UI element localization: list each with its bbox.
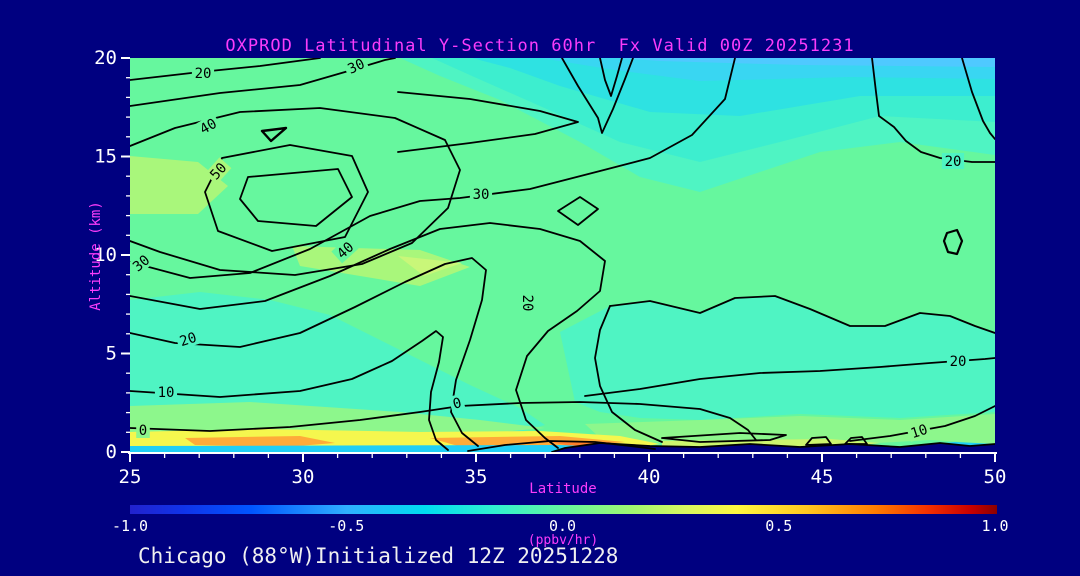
- contour-label-bg: [448, 393, 466, 413]
- contour-label-bg: [174, 327, 202, 351]
- colorbar-tick-label: -0.5: [328, 517, 364, 535]
- x-tick-label: 45: [811, 466, 834, 488]
- contour-label-text: 0: [139, 423, 147, 439]
- contour-label-text: 0: [451, 395, 463, 413]
- contour-label-text: 20: [178, 330, 199, 350]
- contour-label-bg: [204, 157, 232, 185]
- contour-label: 30: [342, 56, 370, 78]
- colorbar-tick-label: 0.5: [765, 517, 792, 535]
- contour-label: 10: [905, 419, 933, 443]
- contour-label: 20: [174, 327, 202, 351]
- contour-label: 30: [469, 186, 493, 203]
- y-axis-ticks: [121, 57, 130, 453]
- y-axis-tick-labels: 0 5 10 15 20: [94, 47, 117, 463]
- contour-label-text: 20: [950, 354, 967, 370]
- contour-label: 20: [946, 353, 970, 370]
- contour-label-bg: [191, 65, 215, 81]
- contour-label-text: 20: [195, 66, 212, 82]
- colorbar-tick-label: -1.0: [112, 517, 148, 535]
- contour-label: 0: [136, 422, 150, 439]
- x-tick-label: 35: [465, 466, 488, 488]
- contour-label-bg: [136, 422, 150, 438]
- contour-label: 20: [519, 291, 536, 315]
- x-tick-label: 40: [638, 466, 661, 488]
- x-axis-tick-labels: 25 30 35 40 45 50: [119, 466, 1007, 488]
- contour-label: 40: [194, 113, 222, 139]
- contour-label-text: 20: [945, 154, 962, 170]
- contour-label-text: 10: [158, 385, 175, 401]
- x-tick-label: 25: [119, 466, 142, 488]
- contour-label-text: 10: [909, 422, 930, 442]
- colorbar-units-label: (ppbv/hr): [527, 533, 599, 548]
- init-station-label: Chicago (88°W)Initialized 12Z 20251228: [138, 544, 619, 568]
- contour-label: 10: [154, 384, 178, 401]
- y-tick-label: 20: [94, 47, 117, 69]
- y-tick-label: 5: [106, 343, 117, 365]
- contour-label-text: 30: [345, 56, 367, 78]
- contour-label-text: 40: [197, 116, 220, 138]
- contour-label-bg: [905, 419, 933, 443]
- chart-title: OXPROD Latitudinal Y-Section 60hr Fx Val…: [225, 36, 855, 56]
- line-contours: [130, 58, 995, 452]
- colorbar-tick-labels: -1.0 -0.5 0.0 0.5 1.0: [112, 517, 1009, 535]
- y-axis-title: Altitude (km): [88, 201, 104, 311]
- contour-label-bg: [130, 249, 155, 277]
- contour-label-bg: [469, 186, 493, 202]
- colorbar-tick-label: 0.0: [549, 517, 576, 535]
- contour-label: 0: [448, 393, 466, 413]
- y-tick-label: 15: [94, 146, 117, 168]
- contour-label-text: 20: [519, 295, 535, 312]
- contour-label-bg: [154, 384, 178, 400]
- contour-label: 20: [191, 65, 215, 82]
- contour-label: 20: [941, 153, 965, 170]
- x-tick-label: 30: [292, 466, 315, 488]
- contour-label-bg: [941, 153, 965, 169]
- x-axis-ticks: [129, 453, 996, 462]
- colorbar-tick-label: 1.0: [981, 517, 1008, 535]
- colorbar: [130, 505, 997, 514]
- contour-label-bg: [946, 353, 970, 369]
- contour-label-text: 30: [473, 187, 490, 203]
- y-tick-label: 10: [94, 244, 117, 266]
- contour-label-bg: [331, 236, 359, 264]
- contour-label-bg: [194, 113, 222, 139]
- contour-label-bg: [520, 291, 536, 315]
- x-tick-label: 50: [984, 466, 1007, 488]
- y-tick-label: 0: [106, 441, 117, 463]
- x-axis-title: Latitude: [529, 481, 597, 497]
- contour-label-bg: [342, 58, 370, 78]
